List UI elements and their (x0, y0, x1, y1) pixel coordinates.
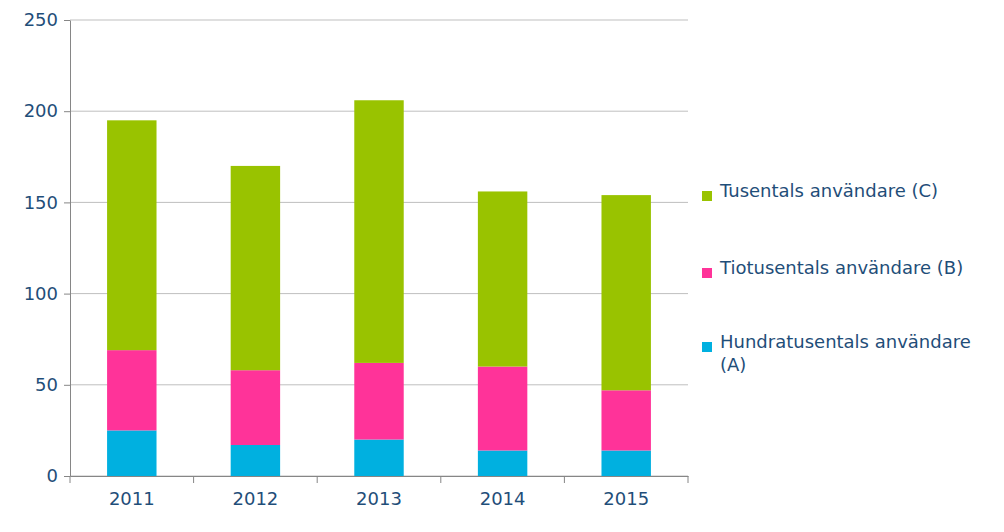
bar (107, 120, 156, 350)
bar (601, 450, 650, 476)
tick-label: 100 (24, 283, 58, 304)
series (107, 350, 651, 450)
grid (70, 20, 688, 476)
tick: 2015 (603, 476, 649, 509)
bar (107, 430, 156, 476)
tick-label: 150 (24, 192, 58, 213)
bars (107, 100, 651, 476)
legend: Tusentals användare (C) Tiotusentals anvä… (702, 180, 971, 375)
tick: 2013 (356, 476, 402, 509)
tick: 200 (24, 100, 70, 121)
tick-label: 250 (24, 9, 58, 30)
tick-mark (64, 385, 70, 386)
bar (601, 390, 650, 450)
category-separator (70, 476, 71, 483)
tick: 250 (24, 9, 70, 30)
tick: 2014 (480, 476, 526, 509)
legend-label: Hundratusentals användare(A) (720, 331, 971, 375)
bar (231, 445, 280, 476)
legend-swatch (702, 191, 712, 201)
category-separator (317, 476, 318, 483)
tick-label: 2015 (603, 488, 649, 509)
category-separator (564, 476, 565, 483)
tick: 100 (24, 283, 70, 304)
tick-label: 2014 (480, 488, 526, 509)
axis-line (71, 476, 689, 477)
bar (107, 350, 156, 430)
tick-mark (64, 20, 70, 21)
category-separator (193, 476, 194, 483)
bar (354, 440, 403, 476)
tick-label: 50 (35, 374, 58, 395)
tick-mark (64, 111, 70, 112)
category-separator (688, 476, 689, 483)
legend-swatch (702, 342, 712, 352)
axis-line (70, 21, 71, 477)
y-axis: 0 50 100 150 200 250 (24, 9, 71, 486)
tick: 50 (35, 374, 70, 395)
legend-item: Tiotusentals användare (B) (702, 257, 963, 278)
legend-label: Tusentals användare (C) (719, 180, 938, 201)
tick-mark (64, 294, 70, 295)
grid-line (70, 20, 688, 21)
legend-item: Tusentals användare (C) (702, 180, 938, 201)
bar (231, 370, 280, 445)
bar (478, 191, 527, 366)
tick-label: 200 (24, 100, 58, 121)
x-axis: 2011 2012 2013 2014 2015 (70, 476, 689, 509)
tick: 0 (47, 465, 70, 486)
tick-label: 2011 (109, 488, 155, 509)
tick-label: 2013 (356, 488, 402, 509)
bar (478, 450, 527, 476)
legend-item: Hundratusentals användare(A) (702, 331, 971, 375)
plot: 0 50 100 150 200 250 2011 2012 2013 2014 2015 (24, 9, 689, 509)
bar (478, 367, 527, 451)
legend-label: Tiotusentals användare (B) (719, 257, 963, 278)
tick: 2011 (109, 476, 155, 509)
bar (601, 195, 650, 390)
category-separators (70, 476, 688, 483)
chart: 0 50 100 150 200 250 2011 2012 2013 2014 2015 Tusen… (0, 0, 1004, 532)
bar (354, 363, 403, 440)
tick: 150 (24, 192, 70, 213)
bar (231, 166, 280, 370)
legend-swatch (702, 268, 712, 278)
bar (354, 100, 403, 363)
category-separator (440, 476, 441, 483)
tick: 2012 (232, 476, 278, 509)
tick-mark (64, 202, 70, 203)
tick-label: 0 (47, 465, 58, 486)
tick-mark (64, 476, 70, 477)
series (107, 100, 651, 390)
tick-label: 2012 (232, 488, 278, 509)
